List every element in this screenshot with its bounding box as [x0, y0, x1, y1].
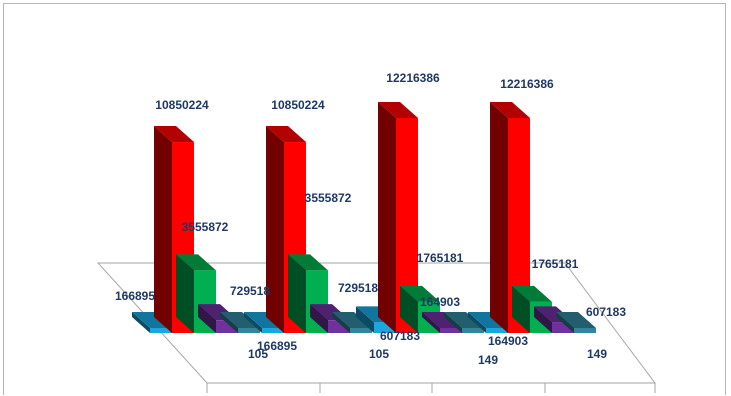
bar-side-face — [512, 285, 530, 333]
bar-series-2-cat-4 — [490, 102, 530, 333]
bar-side-face — [154, 126, 172, 333]
data-label-series-2-cat-2: 10850224 — [271, 98, 325, 112]
bar-front-face — [374, 322, 396, 333]
bar-top-face — [490, 102, 530, 118]
bar-top-face — [266, 126, 306, 143]
bar-series-4-cat-2 — [310, 304, 350, 333]
data-label-series-3-cat-4: 1765181 — [532, 257, 579, 271]
bar-side-face — [422, 312, 440, 333]
chart-bars — [132, 102, 596, 333]
bar-side-face — [198, 304, 216, 333]
data-label-series-3-cat-3: 1765181 — [417, 251, 464, 265]
bar-side-face — [332, 312, 350, 333]
bar-series-3-cat-1 — [176, 254, 216, 333]
bar-front-face — [440, 328, 462, 333]
bar-front-face — [350, 328, 372, 333]
bar-front-face — [552, 322, 574, 333]
bar-top-face — [400, 285, 440, 302]
bar-top-face — [556, 312, 596, 328]
bar-side-face — [288, 254, 306, 333]
bar-side-face — [534, 306, 552, 333]
bar-side-face — [444, 312, 462, 333]
bar-front-face — [238, 328, 260, 333]
bar-series-5-cat-1 — [220, 312, 260, 333]
data-label-series-4-cat-2: 729518 — [338, 281, 378, 295]
bar-side-face — [378, 102, 396, 333]
bar-front-face — [150, 328, 172, 333]
bar-series-5-cat-3 — [444, 312, 484, 333]
bar-series-2-cat-3 — [378, 102, 418, 333]
data-label-series-5-cat-2: 105 — [369, 347, 389, 361]
bar-front-face — [574, 328, 596, 333]
bar-side-face — [244, 312, 262, 333]
chart-labels: 166895 166895 607183 164903 10850224 10850224… — [115, 71, 626, 367]
bar-top-face — [176, 254, 216, 271]
bar-side-face — [490, 102, 508, 333]
bar-side-face — [356, 306, 374, 333]
bar-front-face — [486, 328, 508, 333]
bar-front-face — [262, 328, 284, 333]
bar-side-face — [310, 304, 328, 333]
bar-top-face — [288, 254, 328, 271]
data-label-series-2-cat-1: 10850224 — [155, 98, 209, 112]
bar-front-face — [396, 118, 418, 333]
data-label-series-2-cat-3: 12216386 — [386, 71, 440, 85]
bar-series-5-cat-2 — [332, 312, 372, 333]
data-label-series-5-cat-1: 105 — [248, 347, 268, 361]
data-label-series-4-cat-1: 729518 — [230, 284, 270, 298]
bar-side-face — [556, 312, 574, 333]
data-label-series-5-cat-4: 149 — [587, 347, 607, 361]
data-label-series-1-cat-1: 166895 — [115, 289, 155, 303]
bar-top-face — [154, 126, 194, 143]
bar-side-face — [468, 312, 486, 333]
data-label-series-1-cat-4: 164903 — [488, 334, 528, 348]
bar-side-face — [400, 285, 418, 333]
bar-front-face — [462, 328, 484, 333]
data-label-series-4-cat-4: 607183 — [586, 305, 626, 319]
bar-top-face — [220, 312, 260, 328]
bar-top-face — [512, 285, 552, 302]
bar-side-face — [266, 126, 284, 333]
bar-front-face — [508, 118, 530, 333]
data-label-series-2-cat-4: 12216386 — [500, 77, 554, 91]
data-label-series-4-cat-3: 164903 — [420, 295, 460, 309]
data-label-series-1-cat-3: 607183 — [380, 329, 420, 343]
data-label-series-3-cat-2: 3555872 — [305, 191, 352, 205]
bar-side-face — [220, 312, 238, 333]
bar-top-face — [444, 312, 484, 328]
data-label-series-1-cat-2: 166895 — [257, 339, 297, 353]
bar-side-face — [176, 254, 194, 333]
bar-top-face — [378, 102, 418, 118]
data-label-series-3-cat-1: 3555872 — [182, 220, 229, 234]
bar-top-face — [332, 312, 372, 328]
bar-series-5-cat-4 — [556, 312, 596, 333]
bar-side-face — [132, 312, 150, 333]
data-label-series-5-cat-3: 149 — [478, 353, 498, 367]
